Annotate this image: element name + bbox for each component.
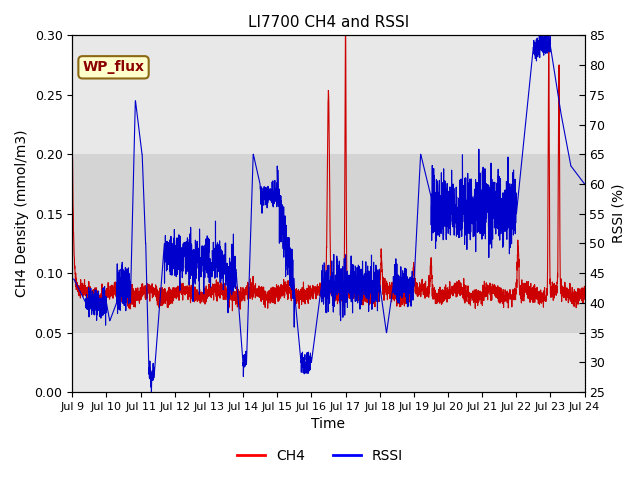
Text: WP_flux: WP_flux <box>83 60 145 74</box>
X-axis label: Time: Time <box>312 418 346 432</box>
Y-axis label: RSSI (%): RSSI (%) <box>611 184 625 243</box>
Title: LI7700 CH4 and RSSI: LI7700 CH4 and RSSI <box>248 15 409 30</box>
Legend: CH4, RSSI: CH4, RSSI <box>232 443 408 468</box>
Bar <box>72 154 584 333</box>
Y-axis label: CH4 Density (mmol/m3): CH4 Density (mmol/m3) <box>15 130 29 298</box>
